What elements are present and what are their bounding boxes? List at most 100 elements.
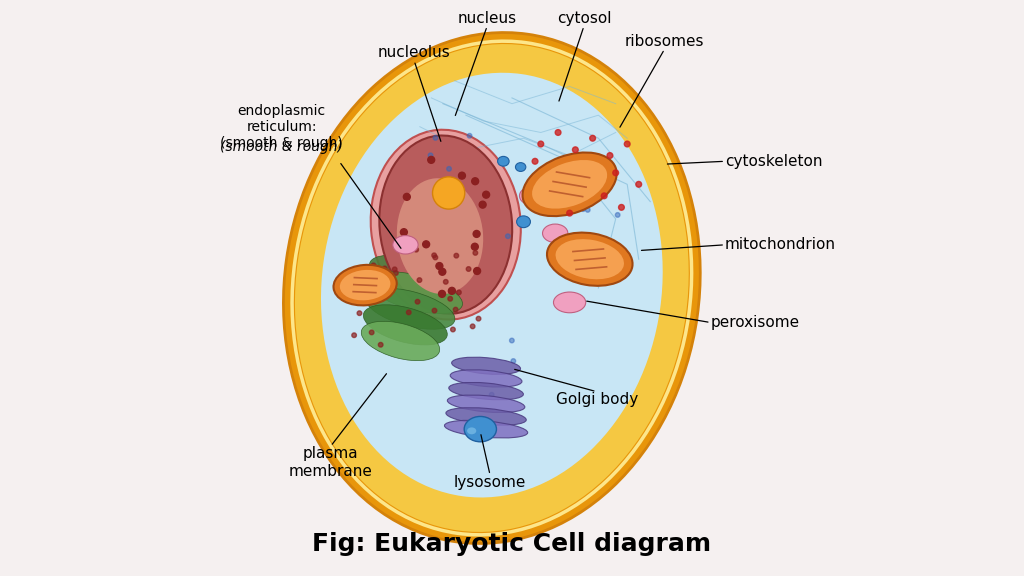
Ellipse shape — [334, 265, 396, 305]
Ellipse shape — [444, 420, 527, 438]
Circle shape — [439, 268, 445, 275]
Circle shape — [625, 141, 630, 147]
Circle shape — [407, 310, 411, 314]
Circle shape — [417, 278, 422, 282]
Text: mitochondrion: mitochondrion — [725, 237, 837, 252]
Circle shape — [467, 134, 472, 138]
Circle shape — [586, 207, 590, 212]
Circle shape — [443, 279, 449, 284]
Ellipse shape — [553, 292, 586, 313]
Circle shape — [433, 135, 438, 140]
Circle shape — [433, 255, 437, 260]
Circle shape — [457, 290, 461, 295]
Circle shape — [473, 251, 477, 255]
Circle shape — [550, 170, 555, 176]
Text: endoplasmic
reticulum:
(smooth & rough): endoplasmic reticulum: (smooth & rough) — [220, 104, 343, 150]
Ellipse shape — [397, 178, 483, 294]
Circle shape — [432, 308, 437, 313]
Circle shape — [466, 267, 471, 271]
Circle shape — [572, 147, 579, 153]
Circle shape — [449, 289, 454, 294]
Circle shape — [381, 296, 385, 301]
Ellipse shape — [321, 73, 663, 498]
Ellipse shape — [515, 162, 526, 172]
Circle shape — [472, 178, 478, 185]
Circle shape — [607, 153, 612, 158]
Ellipse shape — [366, 288, 455, 329]
Circle shape — [579, 164, 584, 170]
Circle shape — [636, 181, 642, 187]
Circle shape — [474, 267, 480, 274]
Ellipse shape — [467, 427, 476, 434]
Ellipse shape — [532, 160, 607, 209]
Ellipse shape — [557, 293, 583, 312]
Ellipse shape — [449, 382, 523, 400]
Ellipse shape — [368, 272, 463, 313]
Ellipse shape — [447, 395, 525, 412]
Text: cytosol: cytosol — [557, 11, 611, 26]
Circle shape — [449, 287, 456, 294]
Text: Golgi body: Golgi body — [556, 392, 638, 407]
Circle shape — [357, 311, 361, 316]
Circle shape — [510, 338, 514, 343]
Ellipse shape — [452, 357, 520, 374]
Ellipse shape — [547, 233, 633, 286]
Circle shape — [400, 229, 408, 236]
Circle shape — [590, 135, 596, 141]
Ellipse shape — [432, 177, 465, 209]
Circle shape — [596, 176, 601, 181]
Ellipse shape — [370, 255, 470, 298]
Ellipse shape — [393, 236, 418, 254]
Circle shape — [373, 286, 377, 290]
Ellipse shape — [516, 216, 530, 228]
Circle shape — [506, 234, 510, 238]
Circle shape — [416, 300, 420, 304]
Ellipse shape — [464, 416, 497, 442]
Text: plasma
membrane: plasma membrane — [289, 446, 373, 479]
Circle shape — [353, 293, 357, 298]
Ellipse shape — [379, 135, 512, 314]
Ellipse shape — [451, 370, 522, 387]
Circle shape — [447, 297, 453, 301]
Ellipse shape — [364, 305, 447, 345]
Text: nucleolus: nucleolus — [378, 46, 451, 60]
Ellipse shape — [284, 32, 700, 544]
Ellipse shape — [498, 157, 509, 166]
Circle shape — [428, 153, 433, 158]
Circle shape — [392, 267, 397, 272]
Circle shape — [378, 343, 383, 347]
Circle shape — [612, 170, 618, 176]
Ellipse shape — [361, 321, 439, 361]
Circle shape — [476, 316, 481, 321]
Circle shape — [352, 333, 356, 338]
Circle shape — [459, 172, 466, 179]
Circle shape — [511, 359, 516, 363]
Circle shape — [532, 158, 538, 164]
Circle shape — [423, 241, 430, 248]
Circle shape — [471, 243, 478, 250]
Circle shape — [489, 392, 494, 397]
Circle shape — [479, 201, 486, 208]
Circle shape — [615, 213, 620, 217]
Ellipse shape — [556, 239, 624, 279]
Circle shape — [454, 308, 458, 312]
Circle shape — [393, 271, 398, 275]
Circle shape — [566, 210, 572, 216]
Circle shape — [538, 141, 544, 147]
Text: nucleus: nucleus — [458, 11, 517, 26]
Circle shape — [581, 207, 586, 211]
Circle shape — [618, 204, 625, 210]
Ellipse shape — [445, 408, 526, 425]
Ellipse shape — [519, 187, 545, 205]
Circle shape — [454, 253, 459, 258]
Circle shape — [436, 263, 442, 270]
Circle shape — [428, 157, 434, 164]
Circle shape — [451, 327, 456, 332]
Text: (smooth & rough): (smooth & rough) — [220, 140, 343, 154]
Circle shape — [601, 193, 607, 199]
Circle shape — [403, 194, 411, 200]
Ellipse shape — [522, 153, 616, 216]
Text: cytoskeleton: cytoskeleton — [725, 154, 822, 169]
Text: Fig: Eukaryotic Cell diagram: Fig: Eukaryotic Cell diagram — [312, 532, 712, 556]
Circle shape — [370, 330, 374, 335]
